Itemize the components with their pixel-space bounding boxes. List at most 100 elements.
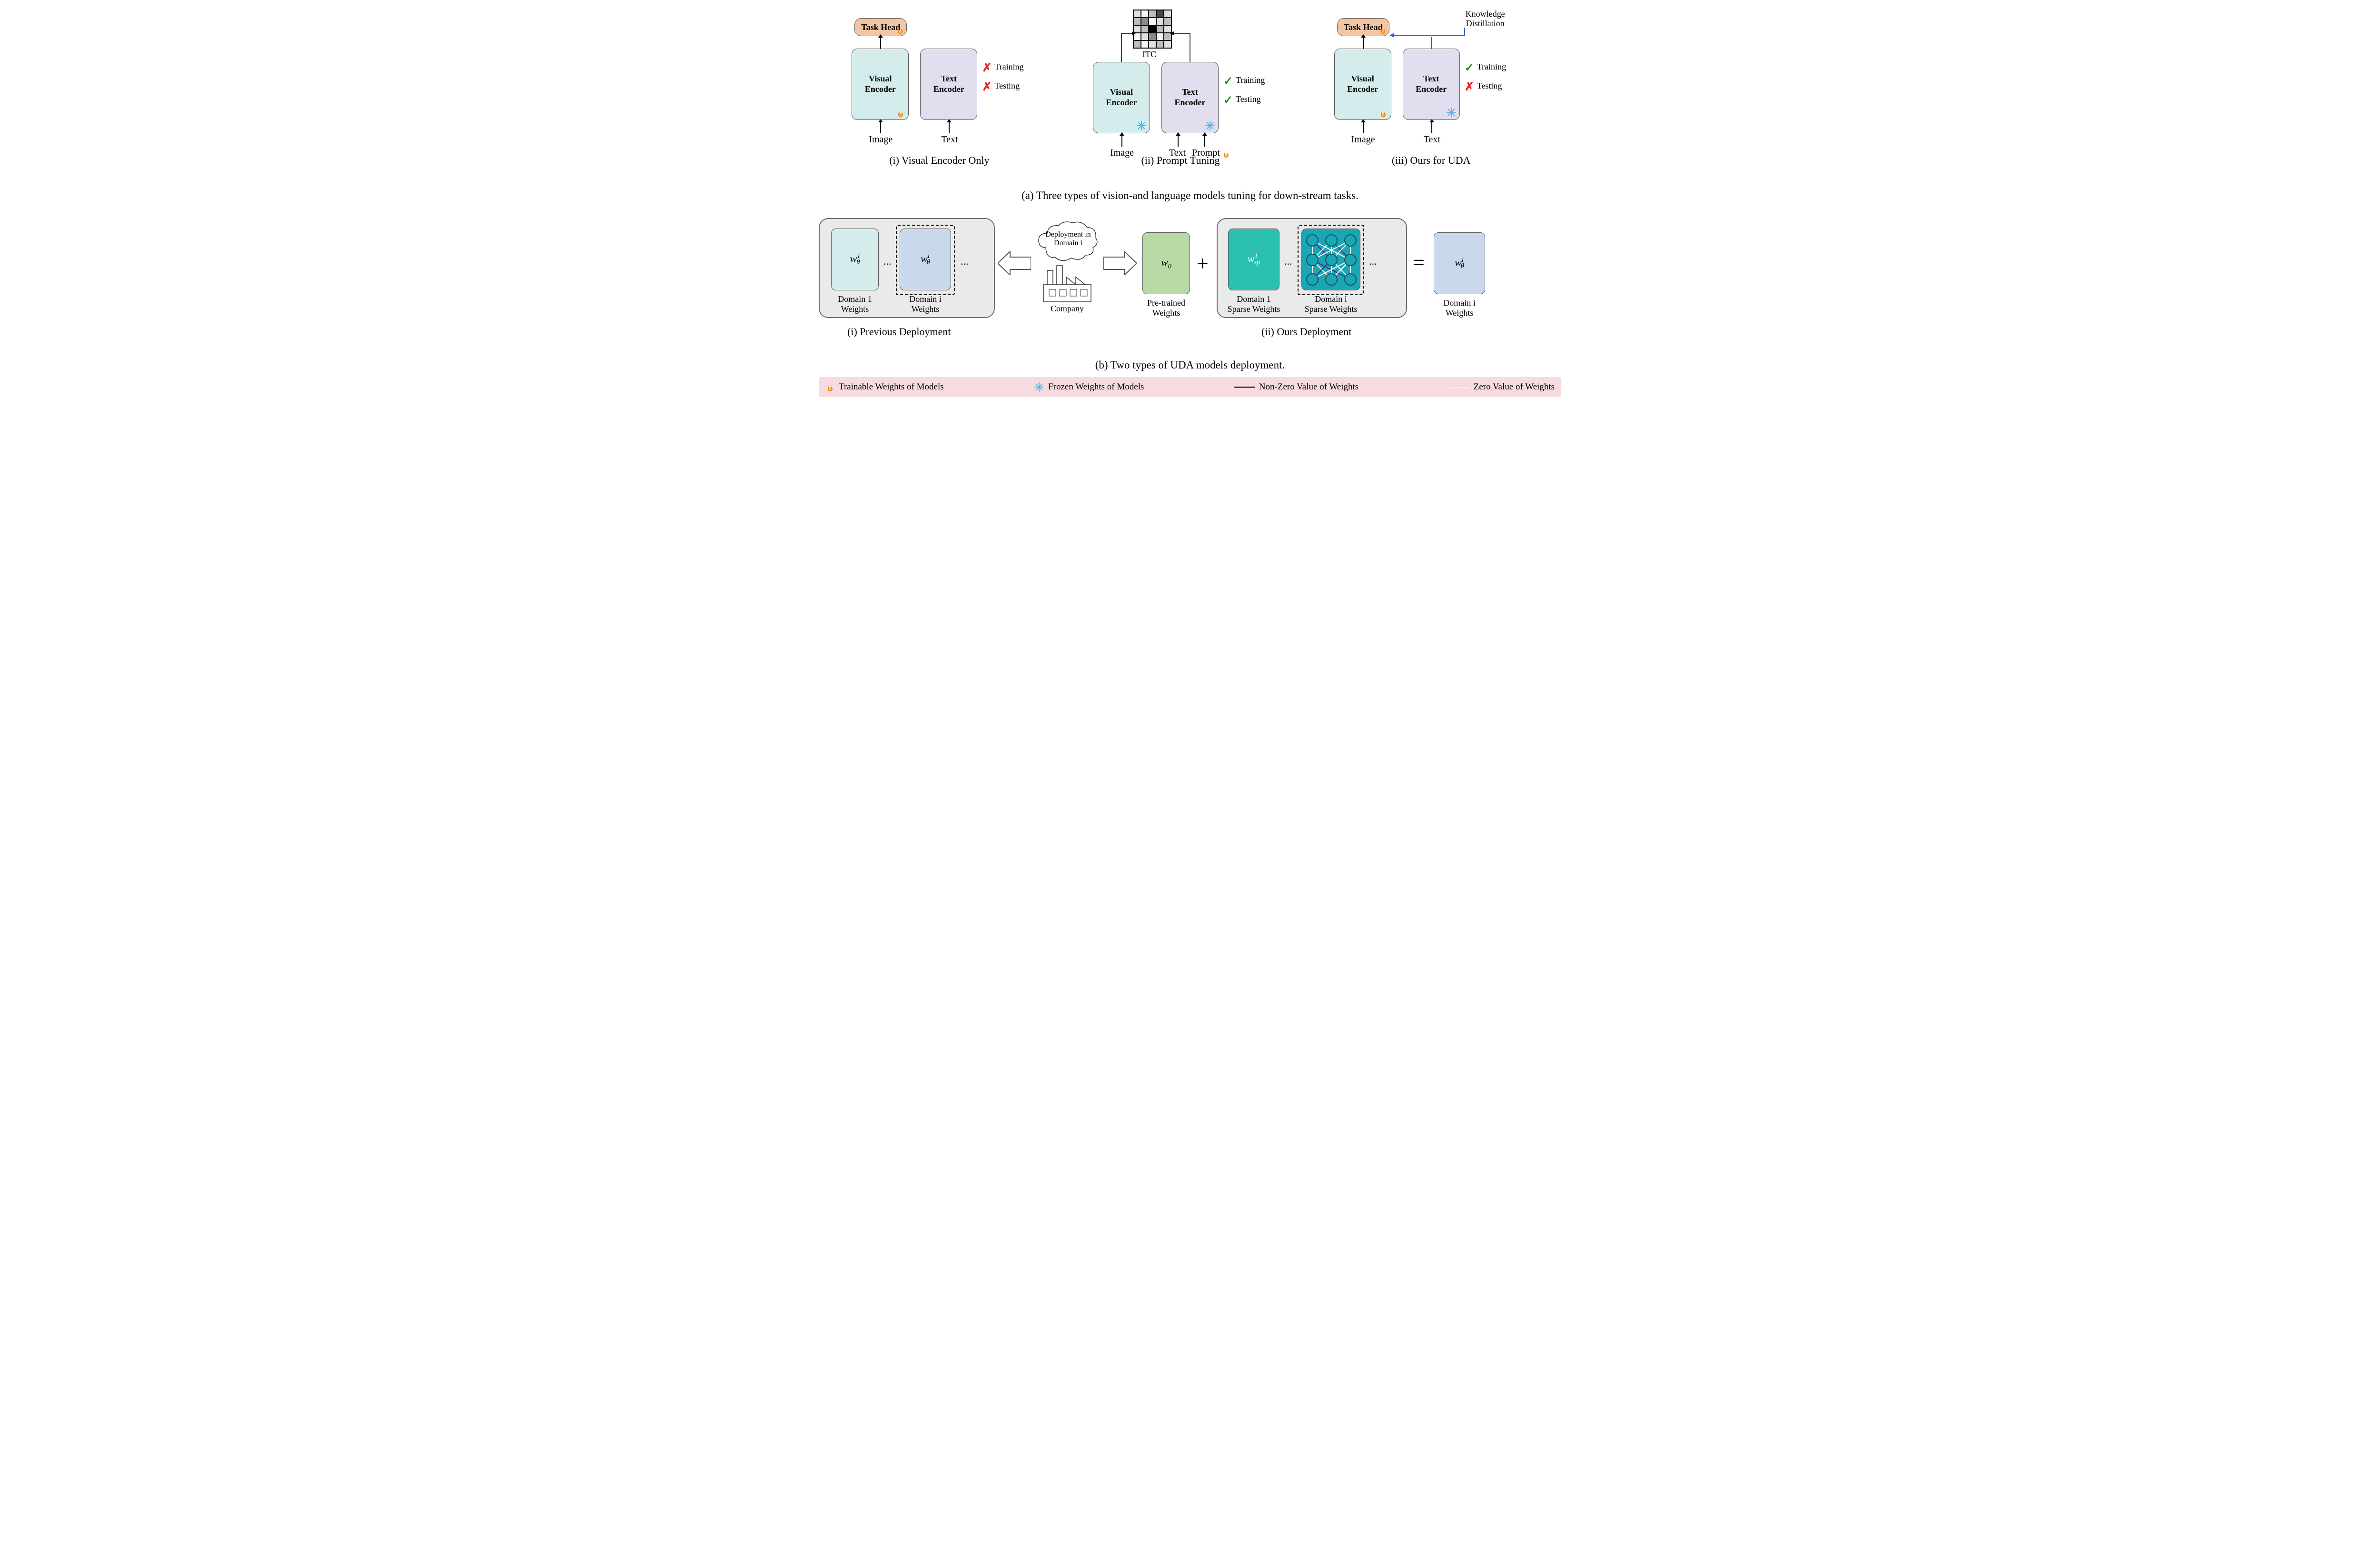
dots: ... — [883, 255, 892, 268]
panel-caption-1: (i) Visual Encoder Only — [825, 154, 1053, 167]
fat-arrow-left — [998, 251, 1031, 275]
arrow-img-3 — [1363, 122, 1364, 133]
plus-icon: + — [1197, 251, 1209, 276]
caption-b: (b) Two types of UDA models deployment. — [819, 359, 1561, 371]
left-caption-b: (i) Previous Deployment — [847, 326, 951, 338]
visual-encoder-label: Visual Encoder — [865, 74, 896, 94]
panel-caption-2: (ii) Prompt Tuning — [1066, 154, 1295, 167]
text-encoder-label: Text Encoder — [1174, 87, 1205, 108]
panel-prompt-tuning: ITC Visual Encoder Text Encoder Image — [1066, 10, 1295, 186]
w0-box: w0 — [1142, 232, 1190, 294]
sp1-box: w1sp — [1228, 229, 1279, 290]
prev-deployment-panel: w1θ ... wiθ ... Domain 1 Weights Domain … — [819, 218, 995, 318]
ind-training-2: Training — [1236, 75, 1265, 85]
sparse-net-svg — [1302, 229, 1361, 291]
itc-arrow-left — [1093, 24, 1135, 62]
text-encoder-label: Text Encoder — [933, 74, 964, 94]
dots: ... — [1369, 255, 1377, 268]
panel-caption-3: (iii) Ours for UDA — [1308, 154, 1555, 167]
w1-box: w1θ — [831, 229, 879, 290]
sp1-symbol: w1sp — [1248, 252, 1260, 267]
legend-nonzero: Non-Zero Value of Weights — [1234, 382, 1359, 392]
snow-icon — [1034, 382, 1044, 392]
dots: ... — [961, 255, 969, 268]
snow-icon — [1205, 120, 1215, 131]
arrow-txt-2 — [1178, 135, 1179, 147]
section-a: Task Head Visual Encoder Text Encoder Im… — [819, 10, 1561, 186]
panel-visual-only: Task Head Visual Encoder Text Encoder Im… — [825, 10, 1053, 186]
visual-encoder-1: Visual Encoder — [852, 49, 909, 120]
factory-block: Deployment in Domain i Company — [1034, 219, 1101, 314]
company-label: Company — [1048, 304, 1086, 314]
arrow-img-2 — [1121, 135, 1122, 147]
task-head-1: Task Head — [854, 18, 907, 36]
arrow-txt-3 — [1431, 122, 1432, 133]
ind-testing-3: Testing — [1477, 81, 1502, 91]
snow-icon — [1446, 107, 1457, 118]
zero-swatch — [1449, 387, 1470, 388]
right-caption-b: (ii) Ours Deployment — [1261, 326, 1351, 338]
ours-deployment-panel: w1sp ... — [1217, 218, 1407, 318]
legend-zero-text: Zero Value of Weights — [1474, 382, 1555, 392]
panel-ours-uda: Knowledge Distillation Task Head Visual … — [1308, 10, 1555, 186]
text-encoder-label: Text Encoder — [1416, 74, 1447, 94]
wi-symbol: wiθ — [921, 252, 930, 267]
input-image-3: Image — [1351, 134, 1375, 145]
task-head-3: Task Head — [1337, 18, 1389, 36]
ind-testing-1: Testing — [994, 81, 1020, 91]
cross-icon: ✗ — [982, 80, 992, 94]
legend-snow: Frozen Weights of Models — [1034, 382, 1144, 392]
ind-training-1: Training — [994, 62, 1023, 72]
arrow-th-1 — [880, 37, 881, 49]
legend-nonzero-text: Non-Zero Value of Weights — [1259, 382, 1359, 392]
result-symbol: wiθ — [1455, 256, 1464, 271]
sp1-label: Domain 1 Sparse Weights — [1224, 294, 1283, 314]
legend-fire-text: Trainable Weights of Models — [839, 382, 944, 392]
check-icon: ✓ — [1465, 61, 1474, 75]
result-box: wiθ — [1434, 232, 1485, 294]
fire-icon — [1378, 25, 1388, 34]
diagram-root: Task Head Visual Encoder Text Encoder Im… — [819, 10, 1561, 397]
sparse-net — [1301, 229, 1360, 290]
ind-testing-2: Testing — [1236, 94, 1261, 104]
arrow-txt-1 — [949, 122, 950, 133]
result-label: Domain i Weights — [1434, 298, 1485, 318]
arrow-th-3 — [1363, 37, 1364, 49]
ind-training-3: Training — [1477, 62, 1506, 72]
caption-a: (a) Three types of vision-and language m… — [819, 189, 1561, 202]
nonzero-swatch — [1234, 387, 1255, 388]
fire-icon — [896, 108, 905, 118]
legend-snow-text: Frozen Weights of Models — [1048, 382, 1144, 392]
visual-encoder-label: Visual Encoder — [1347, 74, 1378, 94]
cross-icon: ✗ — [1465, 80, 1474, 94]
text-encoder-1: Text Encoder — [920, 49, 977, 120]
legend: Trainable Weights of Models Frozen Weigh… — [819, 377, 1561, 397]
cross-icon: ✗ — [982, 61, 992, 75]
snow-icon — [1136, 120, 1147, 131]
wi-label: Domain i Weights — [899, 294, 952, 314]
fat-arrow-right — [1103, 251, 1137, 275]
itc-matrix — [1133, 10, 1172, 49]
equals-icon: = — [1413, 250, 1425, 275]
fire-icon — [1378, 108, 1388, 118]
text-encoder-2: Text Encoder — [1161, 62, 1219, 133]
check-icon: ✓ — [1223, 93, 1233, 107]
wi-box: wiθ — [900, 229, 951, 290]
itc-arrow-right — [1170, 24, 1212, 62]
w1-label: Domain 1 Weights — [830, 294, 880, 314]
visual-encoder-2: Visual Encoder — [1093, 62, 1150, 133]
w1-symbol: w1θ — [850, 252, 860, 267]
legend-fire: Trainable Weights of Models — [825, 382, 944, 392]
section-b: w1θ ... wiθ ... Domain 1 Weights Domain … — [819, 213, 1561, 356]
fire-icon — [895, 25, 905, 34]
w0-symbol: w0 — [1161, 256, 1171, 270]
factory-icon — [1034, 261, 1101, 304]
check-icon: ✓ — [1223, 74, 1233, 88]
input-text-3: Text — [1424, 134, 1440, 145]
cloud-text: Deployment in Domain i — [1045, 230, 1091, 247]
arrow-prompt-2 — [1204, 135, 1205, 147]
dots: ... — [1284, 255, 1292, 268]
spi-label: Domain i Sparse Weights — [1301, 294, 1360, 314]
visual-encoder-3: Visual Encoder — [1334, 49, 1391, 120]
legend-zero: Zero Value of Weights — [1449, 382, 1555, 392]
